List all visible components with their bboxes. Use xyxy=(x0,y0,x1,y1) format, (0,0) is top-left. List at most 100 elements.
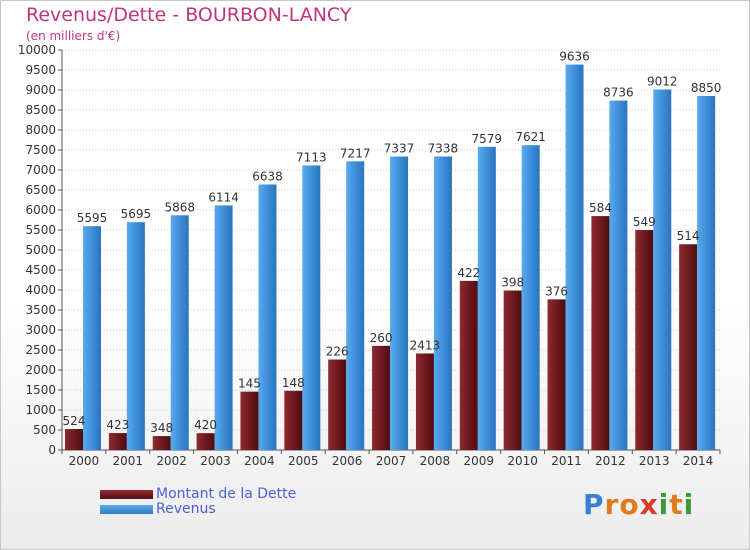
data-label-revenus: 7337 xyxy=(384,142,415,156)
data-label-dette: 549 xyxy=(633,215,656,229)
x-tick-label: 2002 xyxy=(156,454,187,468)
y-tick-label: 7000 xyxy=(25,163,56,177)
logo-letter: t xyxy=(669,488,684,521)
legend-item-dette: Montant de la Dette xyxy=(100,486,297,502)
bar-revenus xyxy=(609,100,628,450)
bar-dette xyxy=(196,433,215,450)
logo-letter: o xyxy=(619,488,640,521)
logo-letter: i xyxy=(658,488,670,521)
proxiti-logo: Proxiti xyxy=(583,488,694,521)
x-tick-label: 2010 xyxy=(507,454,538,468)
y-tick-label: 500 xyxy=(33,423,56,437)
bar-dette xyxy=(108,433,127,450)
bar-dette xyxy=(591,216,610,450)
bar-dette xyxy=(284,390,303,450)
bar-revenus xyxy=(433,156,452,451)
data-label-revenus: 8850 xyxy=(691,81,722,95)
y-tick-label: 7500 xyxy=(25,143,56,157)
logo-letter: r xyxy=(604,488,620,521)
y-tick-label: 2500 xyxy=(25,343,56,357)
y-tick-label: 5000 xyxy=(25,243,56,257)
x-tick-label: 2013 xyxy=(639,454,670,468)
x-tick-label: 2011 xyxy=(551,454,582,468)
data-label-dette: 260 xyxy=(370,331,393,345)
x-tick-label: 2009 xyxy=(463,454,494,468)
y-tick-label: 4000 xyxy=(25,283,56,297)
bar-revenus xyxy=(214,205,233,450)
y-tick-label: 9000 xyxy=(25,83,56,97)
data-label-dette: 226 xyxy=(326,345,349,359)
bar-revenus xyxy=(477,146,496,450)
bar-revenus xyxy=(653,89,672,451)
x-tick-label: 2000 xyxy=(69,454,100,468)
data-label-dette: 2413 xyxy=(410,338,441,352)
data-label-revenus: 5868 xyxy=(164,200,195,214)
bar-dette xyxy=(503,290,522,450)
bar-revenus xyxy=(83,226,101,450)
data-label-revenus: 6638 xyxy=(252,169,283,183)
x-tick-label: 2006 xyxy=(332,454,363,468)
y-tick-label: 10000 xyxy=(18,43,56,57)
data-label-revenus: 8736 xyxy=(603,86,634,100)
x-tick-label: 2012 xyxy=(595,454,626,468)
y-tick-label: 3000 xyxy=(25,323,56,337)
bar-dette xyxy=(459,280,478,450)
data-label-dette: 148 xyxy=(282,376,305,390)
y-tick-label: 8000 xyxy=(25,123,56,137)
logo-letter: P xyxy=(583,488,605,521)
data-label-dette: 524 xyxy=(63,414,86,428)
data-label-revenus: 7217 xyxy=(340,146,371,160)
bar-dette xyxy=(372,345,391,450)
bar-revenus xyxy=(346,161,365,450)
legend-item-revenus: Revenus xyxy=(100,501,216,517)
bar-revenus xyxy=(697,96,716,450)
y-tick-label: 6500 xyxy=(25,183,56,197)
data-label-revenus: 9012 xyxy=(647,75,678,89)
bar-revenus xyxy=(521,145,540,450)
bar-dette xyxy=(635,230,654,450)
data-label-revenus: 7338 xyxy=(428,141,459,155)
data-label-revenus: 5595 xyxy=(77,211,108,225)
x-tick-label: 2007 xyxy=(376,454,407,468)
bar-revenus xyxy=(126,222,145,450)
data-label-dette: 376 xyxy=(545,284,568,298)
logo-letter: i xyxy=(683,488,695,521)
bar-dette xyxy=(415,353,434,450)
data-label-revenus: 6114 xyxy=(208,190,239,204)
data-label-dette: 584 xyxy=(589,201,612,215)
y-tick-label: 0 xyxy=(48,443,56,457)
chart-subtitle: (en milliers d'€) xyxy=(26,29,121,43)
bar-revenus xyxy=(565,64,584,450)
y-tick-label: 9500 xyxy=(25,63,56,77)
bar-dette xyxy=(328,359,347,450)
x-tick-label: 2008 xyxy=(420,454,451,468)
x-tick-label: 2014 xyxy=(683,454,714,468)
data-label-dette: 422 xyxy=(457,266,480,280)
bar-revenus xyxy=(258,184,277,451)
logo-letter: x xyxy=(639,488,659,521)
data-label-dette: 514 xyxy=(677,229,700,243)
data-label-revenus: 7579 xyxy=(472,132,503,146)
y-tick-label: 5500 xyxy=(25,223,56,237)
bar-dette xyxy=(152,436,171,450)
bar-dette xyxy=(240,391,259,450)
x-tick-label: 2005 xyxy=(288,454,319,468)
bar-dette xyxy=(679,244,698,450)
data-label-revenus: 9636 xyxy=(559,50,590,64)
bar-dette xyxy=(65,429,83,450)
data-label-dette: 420 xyxy=(194,418,217,432)
data-label-revenus: 5695 xyxy=(121,207,152,221)
y-tick-label: 6000 xyxy=(25,203,56,217)
bar-revenus xyxy=(170,215,189,450)
y-tick-label: 4500 xyxy=(25,263,56,277)
y-tick-label: 1000 xyxy=(25,403,56,417)
y-tick-label: 8500 xyxy=(25,103,56,117)
y-tick-label: 1500 xyxy=(25,383,56,397)
x-tick-label: 2004 xyxy=(244,454,275,468)
legend-label-dette: Montant de la Dette xyxy=(156,486,297,502)
data-label-dette: 423 xyxy=(106,418,129,432)
data-label-revenus: 7621 xyxy=(515,130,546,144)
data-label-dette: 145 xyxy=(238,377,261,391)
bar-revenus xyxy=(390,156,409,450)
